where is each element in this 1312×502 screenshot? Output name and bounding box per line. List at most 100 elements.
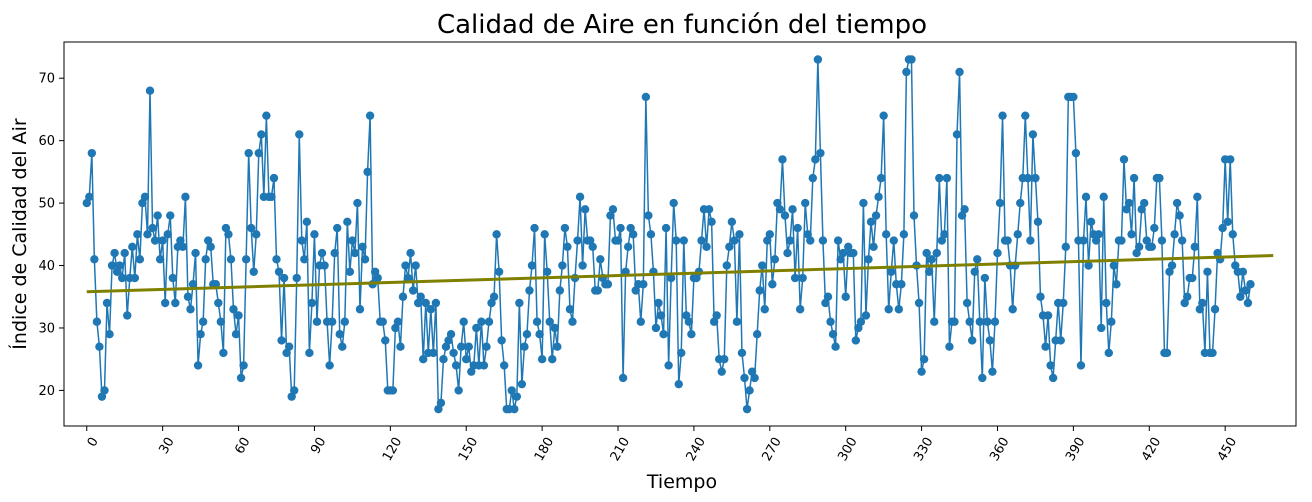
- data-point: [765, 230, 775, 239]
- data-point: [608, 205, 618, 214]
- data-point: [967, 336, 977, 345]
- data-point: [833, 236, 843, 245]
- data-point: [932, 248, 941, 258]
- data-point: [1157, 236, 1167, 245]
- data-point: [983, 317, 992, 326]
- data-point: [150, 236, 160, 245]
- data-point: [274, 267, 284, 276]
- data-point: [206, 242, 215, 251]
- data-point: [1236, 292, 1245, 301]
- data-point: [120, 248, 129, 258]
- data-point: [188, 280, 198, 289]
- y-axis: 20 30 40 50 60 70: [38, 72, 64, 399]
- data-point: [717, 367, 726, 376]
- data-point: [252, 230, 261, 239]
- data-point: [978, 373, 987, 383]
- data-point: [618, 373, 628, 383]
- data-point: [573, 236, 582, 245]
- data-point: [279, 273, 289, 283]
- data-point: [140, 192, 150, 202]
- x-tick-label: 390: [1063, 435, 1088, 464]
- y-tick-label: 20: [38, 384, 55, 399]
- data-point: [312, 317, 322, 326]
- data-point: [1071, 148, 1081, 158]
- data-point: [247, 223, 256, 233]
- data-point: [451, 361, 461, 370]
- data-point: [1048, 373, 1058, 383]
- plot-frame: [63, 41, 1297, 427]
- data-point: [654, 298, 663, 308]
- x-tick-label: 60: [232, 435, 253, 457]
- data-point: [1238, 267, 1248, 276]
- data-point: [965, 317, 974, 326]
- data-point: [479, 361, 489, 370]
- data-point: [295, 130, 304, 139]
- data-point: [537, 354, 547, 364]
- data-point: [269, 173, 279, 183]
- data-point: [790, 273, 800, 283]
- data-point: [335, 330, 344, 339]
- data-point: [677, 348, 686, 358]
- data-point: [429, 348, 438, 358]
- data-point: [930, 317, 939, 326]
- data-point: [85, 192, 94, 202]
- x-tick-label: 30: [156, 435, 177, 457]
- data-point: [1043, 311, 1053, 320]
- data-point: [975, 317, 984, 326]
- data-point: [214, 298, 223, 308]
- data-point: [801, 198, 810, 208]
- data-point: [464, 342, 473, 351]
- data-point: [239, 361, 248, 370]
- data-point: [183, 292, 193, 301]
- data-point: [1150, 223, 1159, 233]
- data-point: [145, 86, 155, 95]
- data-point: [305, 348, 314, 358]
- data-point: [398, 292, 408, 301]
- data-point: [970, 267, 979, 276]
- data-point: [482, 342, 491, 351]
- data-point: [160, 298, 170, 308]
- data-point: [1076, 361, 1086, 370]
- data-point: [1056, 336, 1065, 345]
- data-point: [960, 205, 969, 214]
- data-point: [477, 317, 486, 326]
- data-point: [909, 211, 919, 220]
- data-point: [355, 305, 365, 314]
- data-point: [229, 305, 238, 314]
- data-point: [527, 261, 537, 270]
- data-point: [1162, 348, 1172, 358]
- data-point: [1246, 280, 1255, 289]
- data-point: [345, 267, 355, 276]
- data-point: [730, 236, 739, 245]
- data-point: [1170, 230, 1179, 239]
- data-point: [267, 192, 276, 202]
- data-point: [616, 223, 625, 233]
- data-point: [522, 330, 532, 339]
- data-point: [639, 280, 648, 289]
- data-point: [1241, 286, 1250, 295]
- data-point: [1210, 305, 1220, 314]
- data-point: [1099, 192, 1108, 202]
- data-point: [879, 111, 888, 120]
- data-point: [907, 55, 916, 64]
- data-point: [995, 198, 1005, 208]
- data-point: [565, 305, 575, 314]
- data-point: [320, 261, 329, 270]
- y-tick-label: 40: [38, 259, 55, 274]
- data-point: [558, 261, 567, 270]
- data-point: [439, 354, 448, 364]
- data-point: [674, 379, 683, 389]
- data-point: [666, 273, 676, 283]
- x-tick-label: 300: [835, 435, 860, 464]
- data-point: [1094, 230, 1103, 239]
- x-tick-label: 240: [684, 435, 709, 464]
- data-point: [861, 311, 871, 320]
- data-point: [143, 230, 152, 239]
- data-point: [123, 311, 132, 320]
- data-point: [110, 248, 119, 258]
- data-point: [1172, 198, 1182, 208]
- data-point: [489, 292, 499, 301]
- data-point: [153, 211, 162, 220]
- data-point: [216, 317, 226, 326]
